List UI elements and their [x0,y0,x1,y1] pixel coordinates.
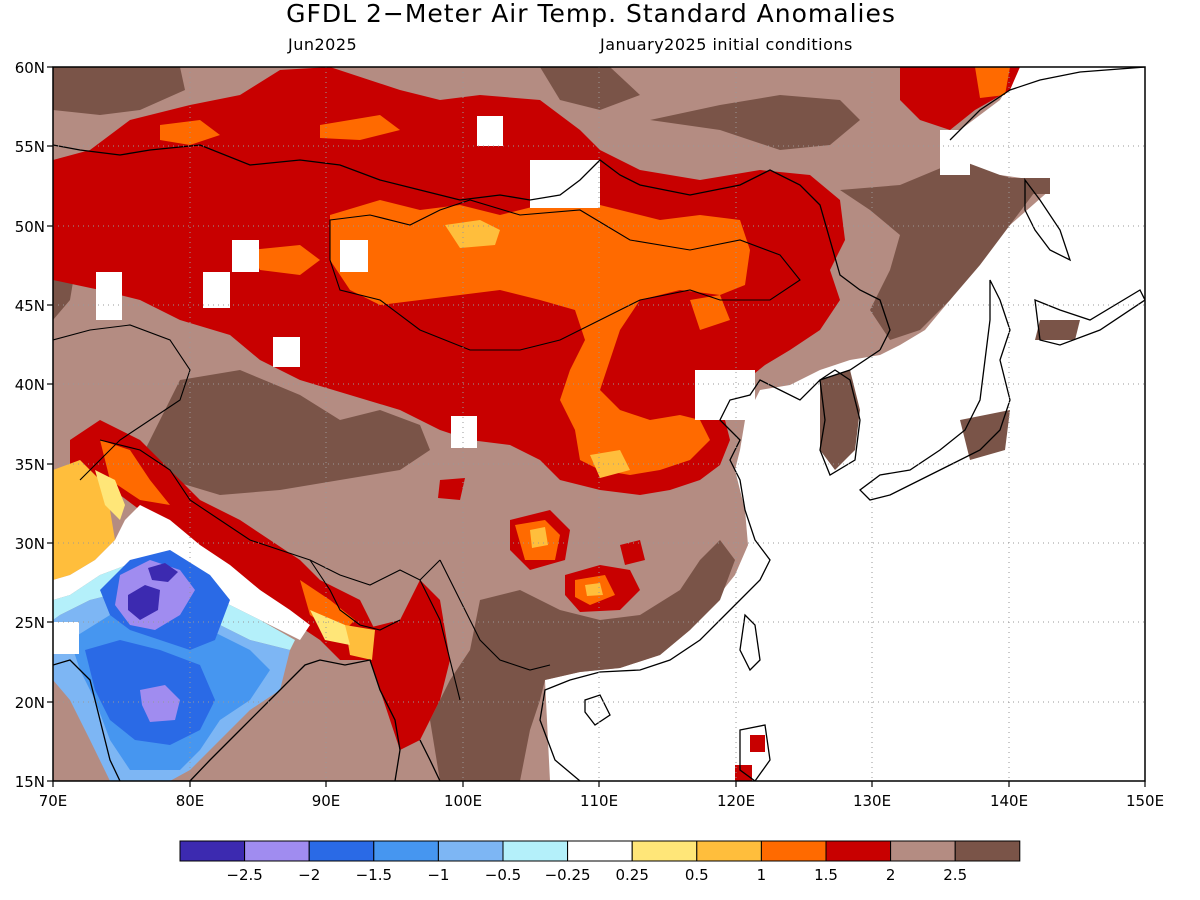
lon-label: 90E [312,792,341,810]
lon-label: 80E [176,792,205,810]
colorbar-label: −1 [427,866,449,884]
initial-conditions: January2025 initial conditions [600,35,853,54]
anomaly-region-light-orange [445,220,500,248]
lat-label: 40N [15,376,45,394]
colorbar-label: −1.5 [356,866,392,884]
map-title: GFDL 2−Meter Air Temp. Standard Anomalie… [286,0,896,28]
colorbar-swatch [825,840,892,862]
lon-label: 140E [990,792,1028,810]
anomaly-region-orange-mongolia [330,200,750,475]
colorbar-label: 2.5 [943,866,967,884]
colorbar-swatch [308,840,375,862]
colorbar-legend [179,840,1021,862]
forecast-month: Jun2025 [288,35,358,54]
lat-label: 55N [15,138,45,156]
colorbar-label: −2 [298,866,320,884]
lon-label: 150E [1126,792,1164,810]
lat-label: 30N [15,535,45,553]
colorbar-label: 0.5 [685,866,709,884]
anomaly-fields [53,67,1145,781]
colorbar-label: 1 [757,866,767,884]
anomaly-region-dark-brown-north [53,67,185,115]
tick-marks [47,66,1146,787]
political-borders [53,199,801,701]
colorbar-label: −0.5 [485,866,521,884]
colorbar-label: −0.25 [545,866,591,884]
latitude-labels: 60N 55N 50N 45N 40N 35N 30N 25N 20N 15N [15,59,45,791]
lat-label: 50N [15,218,45,236]
lon-label: 120E [717,792,755,810]
lat-label: 45N [15,297,45,315]
colorbar-label: −2.5 [226,866,262,884]
colorbar-labels: −2.5 −2 −1.5 −1 −0.5 −0.25 0.25 0.5 1 1.5 2 2.5 [226,866,967,884]
colorbar-swatch [631,840,698,862]
colorbar-label: 1.5 [814,866,838,884]
colorbar-swatch [567,840,633,862]
colorbar-swatch [760,840,827,862]
gridlines [53,67,1145,781]
colorbar-swatch [954,840,1021,862]
colorbar-swatch [890,840,956,862]
colorbar-label: 0.25 [615,866,648,884]
lon-label: 110E [580,792,618,810]
colorbar-swatch [437,840,504,862]
colorbar-swatch [502,840,569,862]
colorbar-swatch [373,840,439,862]
lat-label: 25N [15,614,45,632]
colorbar-swatch [179,840,246,862]
coastlines [53,67,1145,781]
masked-cells [53,116,970,654]
colorbar-label: 2 [886,866,896,884]
lat-label: 15N [15,773,45,791]
longitude-labels: 70E 80E 90E 100E 110E 120E 130E 140E 150… [39,792,1164,810]
lon-label: 130E [853,792,891,810]
lat-label: 20N [15,694,45,712]
lat-label: 35N [15,456,45,474]
lon-label: 100E [444,792,482,810]
colorbar-swatch [696,840,762,862]
lon-label: 70E [39,792,68,810]
lat-label: 60N [15,59,45,77]
colorbar-swatch [244,840,310,862]
